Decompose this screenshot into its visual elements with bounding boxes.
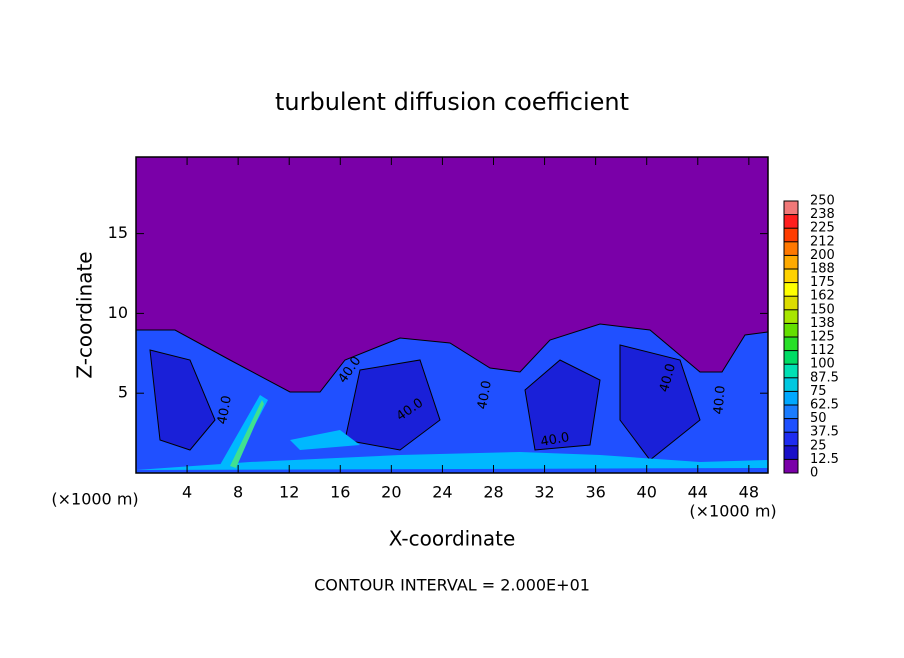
chart-title: turbulent diffusion coefficient	[275, 88, 629, 116]
colorbar-label: 12.5	[810, 452, 839, 467]
colorbar-swatch	[784, 364, 798, 378]
colorbar-swatch	[784, 296, 798, 310]
colorbar-label: 162	[810, 289, 835, 304]
colorbar-label: 112	[810, 343, 835, 358]
y-tick-label: 15	[108, 223, 128, 242]
plot-frame	[135, 156, 769, 474]
x-tick-label: 40	[637, 483, 657, 502]
colorbar-label: 188	[810, 262, 835, 277]
colorbar-label: 150	[810, 302, 835, 317]
colorbar-label: 250	[810, 194, 835, 209]
x-tick-label: 32	[534, 483, 554, 502]
colorbar-label: 50	[810, 411, 827, 426]
contour-label: 40.0	[215, 394, 235, 425]
colorbar-label: 138	[810, 316, 835, 331]
y-tick-label: 10	[108, 303, 128, 322]
colorbar-swatch	[784, 432, 798, 446]
footnote: CONTOUR INTERVAL = 2.000E+01	[314, 576, 590, 595]
field-dark	[149, 344, 701, 461]
colorbar-swatch	[784, 201, 798, 215]
colorbar-swatch	[784, 391, 798, 405]
contour-label: 40.0	[539, 430, 570, 450]
colorbar-label: 87.5	[810, 370, 839, 385]
x-tick-label: 4	[182, 483, 192, 502]
colorbar-swatch	[784, 241, 798, 256]
colorbar: 012.52537.55062.57587.510011212513815016…	[783, 194, 839, 481]
colorbar-swatch	[784, 323, 798, 337]
x-tick-label: 12	[279, 483, 299, 502]
y-tick-label: 5	[118, 383, 128, 402]
colorbar-swatch	[784, 309, 798, 324]
x-tick-label: 48	[739, 483, 759, 502]
colorbar-swatch	[784, 377, 798, 392]
colorbar-swatch	[784, 350, 798, 365]
field-green	[230, 400, 264, 468]
colorbar-swatch	[784, 459, 798, 473]
colorbar-label: 225	[810, 221, 835, 236]
x-tick-label: 16	[330, 483, 350, 502]
colorbar-label: 25	[810, 438, 827, 453]
x-tick-label: 24	[432, 483, 452, 502]
x-tick-label: 44	[688, 483, 708, 502]
colorbar-label: 212	[810, 234, 835, 249]
x-unit-label: (×1000 m)	[51, 490, 138, 509]
colorbar-label: 37.5	[810, 425, 839, 440]
colorbar-label: 125	[810, 330, 835, 345]
x-axis-label: X-coordinate	[389, 527, 516, 551]
colorbar-label: 0	[810, 466, 818, 481]
colorbar-swatch	[784, 255, 798, 269]
y-axis-label: Z-coordinate	[73, 251, 97, 378]
field	[135, 157, 769, 474]
colorbar-swatch	[784, 418, 798, 433]
colorbar-swatch	[784, 228, 798, 242]
colorbar-swatch	[784, 405, 798, 419]
colorbar-label: 238	[810, 207, 835, 222]
contour-label: 40.0	[475, 379, 495, 410]
colorbar-label: 75	[810, 384, 827, 399]
contour-label: 40.0	[711, 385, 728, 415]
colorbar-swatch	[784, 337, 798, 351]
contour-label: 40.0	[657, 362, 679, 394]
x-tick-label: 36	[585, 483, 605, 502]
colorbar-label: 175	[810, 275, 835, 290]
field-region	[135, 323, 769, 474]
x-tick-label: 8	[233, 483, 243, 502]
colorbar-swatch	[784, 282, 798, 297]
colorbar-swatch	[784, 214, 798, 229]
colorbar-label: 200	[810, 248, 835, 263]
x-tick-label: 28	[483, 483, 503, 502]
colorbar-swatch	[784, 445, 798, 460]
field-cyan	[136, 395, 768, 470]
colorbar-label: 100	[810, 357, 835, 372]
colorbar-label: 62.5	[810, 398, 839, 413]
x-tick-label: 20	[381, 483, 401, 502]
x-unit-label: (×1000 m)	[689, 502, 776, 521]
colorbar-swatch	[784, 269, 798, 283]
